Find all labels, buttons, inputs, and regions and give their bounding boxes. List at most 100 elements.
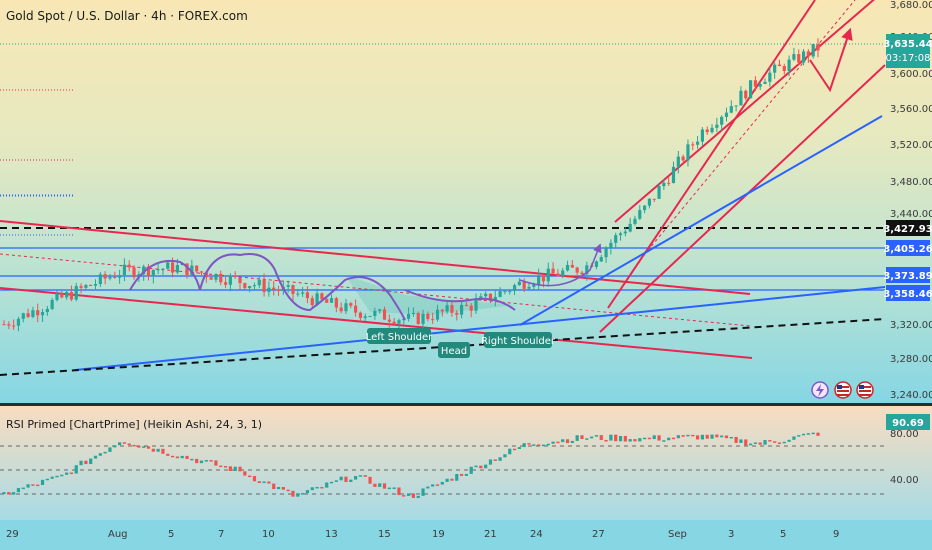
candle-body bbox=[662, 182, 666, 187]
pattern-curve-2 bbox=[404, 289, 516, 311]
level-label-3427[interactable]: 3,427.93 bbox=[883, 220, 932, 236]
candle-body bbox=[484, 293, 488, 297]
rsi-candle bbox=[180, 455, 184, 459]
candle-body bbox=[739, 90, 743, 106]
candle-body bbox=[768, 72, 772, 82]
candle-body bbox=[748, 80, 753, 99]
candle-body bbox=[325, 299, 329, 303]
candle-body bbox=[705, 129, 709, 133]
candle-body bbox=[580, 272, 584, 275]
time-tick: 10 bbox=[262, 529, 275, 540]
current-price-label[interactable]: 3,635.44 03:17:08 bbox=[883, 34, 932, 68]
candle-body bbox=[209, 277, 213, 280]
rsi-candle bbox=[166, 453, 170, 456]
candle-body bbox=[195, 265, 199, 272]
candle-body bbox=[185, 263, 189, 276]
bar-countdown: 03:17:08 bbox=[886, 53, 931, 64]
rsi-candle bbox=[614, 434, 618, 442]
rsi-candle bbox=[445, 478, 449, 482]
candle-body bbox=[618, 233, 623, 236]
rsi-candle bbox=[787, 439, 791, 442]
candle-body bbox=[98, 274, 102, 285]
candle-body bbox=[773, 64, 777, 73]
candle-body bbox=[744, 90, 748, 99]
candle-body bbox=[527, 286, 531, 289]
left-shoulder-text: Left Shoulder bbox=[366, 332, 433, 343]
falling-channel-lower[interactable] bbox=[0, 287, 753, 359]
candle-body bbox=[594, 261, 599, 267]
head-label[interactable]: Head bbox=[438, 342, 470, 358]
time-tick: Aug bbox=[108, 529, 128, 540]
trendline-steep[interactable] bbox=[519, 115, 883, 326]
candle-body bbox=[508, 290, 512, 292]
candle-body bbox=[561, 270, 565, 277]
candle-body bbox=[628, 223, 632, 232]
rsi-candle bbox=[175, 456, 179, 459]
dashed-support-line[interactable] bbox=[0, 318, 886, 376]
rsi-candle bbox=[773, 441, 777, 443]
rsi-candle bbox=[296, 494, 300, 497]
candle-body bbox=[729, 106, 733, 113]
pattern-curve bbox=[129, 253, 406, 321]
candle-body bbox=[170, 262, 175, 273]
time-tick: 15 bbox=[378, 529, 391, 540]
rsi-candle bbox=[537, 444, 541, 446]
candle-body bbox=[493, 296, 497, 301]
rising-channel-upper[interactable] bbox=[614, 0, 885, 223]
rsi-candle bbox=[575, 435, 579, 441]
left-shoulder-label[interactable]: Left Shoulder bbox=[366, 328, 433, 344]
level-price: 3,427.93 bbox=[883, 224, 932, 235]
rsi-candle bbox=[69, 472, 74, 475]
price-tick: 3,240.00 bbox=[890, 390, 932, 401]
candle-body bbox=[541, 275, 546, 282]
candle-body bbox=[421, 313, 425, 324]
us-flag-icon-2[interactable] bbox=[856, 381, 874, 399]
candle-body bbox=[122, 264, 127, 276]
rsi-candle bbox=[508, 448, 512, 455]
candle-body bbox=[315, 293, 319, 306]
candle-body bbox=[31, 310, 35, 317]
trendline-long[interactable] bbox=[74, 286, 886, 371]
purple-arrow bbox=[519, 243, 602, 287]
candle-body bbox=[40, 312, 45, 316]
candle-body bbox=[79, 286, 83, 288]
candle-body bbox=[146, 266, 151, 277]
right-shoulder-label[interactable]: Right Shoulder bbox=[481, 332, 556, 348]
pane-separator[interactable] bbox=[0, 403, 932, 406]
candle-body bbox=[686, 144, 690, 161]
candle-body bbox=[16, 318, 21, 326]
candle-body bbox=[406, 313, 411, 319]
level-label-3373[interactable]: 3,373.89 bbox=[883, 267, 932, 283]
candle-body bbox=[132, 267, 136, 278]
time-axis-background bbox=[0, 520, 932, 550]
rsi-candle bbox=[561, 439, 565, 443]
us-flag-icon[interactable] bbox=[834, 381, 852, 399]
time-axis[interactable]: 29 Aug 5 7 10 13 15 19 21 24 27 Sep 3 5 … bbox=[6, 529, 839, 540]
rsi-candle bbox=[223, 466, 228, 468]
rsi-candle bbox=[748, 443, 753, 446]
rising-channel-lower[interactable] bbox=[607, 0, 816, 309]
rsi-value-label[interactable]: 90.69 bbox=[886, 414, 930, 430]
rsi-candle bbox=[618, 435, 623, 442]
rsi-candle bbox=[262, 481, 266, 484]
lightning-icon[interactable] bbox=[811, 381, 829, 399]
level-label-3358[interactable]: 3,358.46 bbox=[883, 285, 932, 301]
candle-body bbox=[267, 287, 271, 292]
rsi-candle bbox=[146, 446, 151, 449]
rsi-candle bbox=[517, 447, 521, 449]
rsi-candle bbox=[522, 443, 526, 448]
rsi-candle bbox=[334, 480, 338, 482]
rising-channel-support[interactable] bbox=[599, 64, 886, 333]
rsi-candle bbox=[435, 484, 440, 486]
candle-body bbox=[426, 313, 430, 320]
rsi-candle bbox=[93, 455, 98, 459]
rsi-candle bbox=[609, 434, 613, 441]
time-tick: 5 bbox=[780, 529, 786, 540]
rsi-candle bbox=[7, 492, 11, 495]
candle-body bbox=[248, 286, 252, 289]
candle-body bbox=[469, 305, 473, 311]
level-label-3405[interactable]: 3,405.26 bbox=[883, 240, 932, 256]
rsi-candle bbox=[416, 495, 420, 498]
